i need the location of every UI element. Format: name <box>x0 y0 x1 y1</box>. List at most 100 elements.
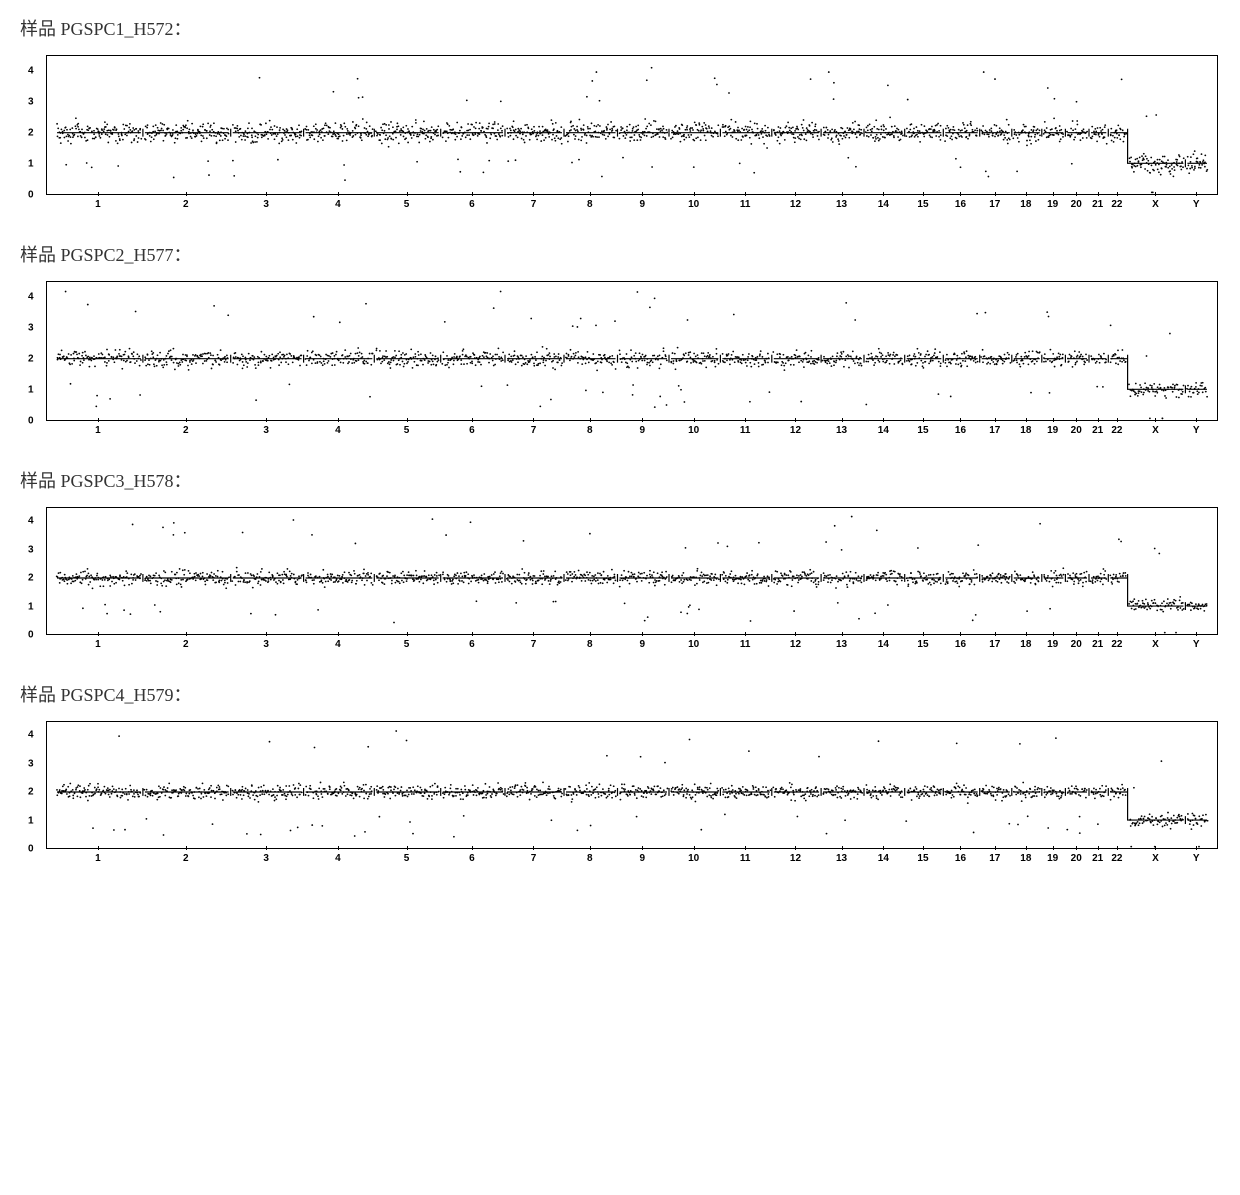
x-tick-label: 9 <box>639 425 645 436</box>
sample-title-prefix: 样品 <box>20 471 61 491</box>
y-tick-label: 2 <box>28 573 34 584</box>
x-tick-mark <box>407 632 408 636</box>
x-tick-mark <box>694 192 695 196</box>
x-tick-label: X <box>1152 425 1159 436</box>
x-tick-mark <box>1196 192 1197 196</box>
x-tick-label: 9 <box>639 199 645 210</box>
x-tick-label: 22 <box>1111 199 1122 210</box>
x-tick-label: 12 <box>790 425 801 436</box>
x-tick-label: 6 <box>469 853 475 864</box>
x-tick-label: 9 <box>639 853 645 864</box>
x-tick-mark <box>1076 846 1077 850</box>
x-tick-label: 21 <box>1092 639 1103 650</box>
x-tick-label: 5 <box>404 199 410 210</box>
x-tick-mark <box>923 192 924 196</box>
x-tick-mark <box>590 846 591 850</box>
x-tick-label: 15 <box>917 425 928 436</box>
x-tick-mark <box>407 418 408 422</box>
x-tick-mark <box>842 418 843 422</box>
x-tick-label: 20 <box>1071 425 1082 436</box>
x-tick-label: 10 <box>688 853 699 864</box>
x-tick-mark <box>694 418 695 422</box>
x-tick-mark <box>960 632 961 636</box>
x-tick-label: 19 <box>1047 199 1058 210</box>
x-tick-mark <box>186 192 187 196</box>
x-tick-mark <box>1117 192 1118 196</box>
y-tick-label: 0 <box>28 190 34 201</box>
x-tick-label: 3 <box>263 639 269 650</box>
x-tick-mark <box>98 418 99 422</box>
x-tick-label: 4 <box>335 425 341 436</box>
x-tick-mark <box>1053 846 1054 850</box>
x-tick-label: 11 <box>740 425 751 436</box>
x-tick-label: X <box>1152 199 1159 210</box>
x-tick-mark <box>694 632 695 636</box>
sample-title-prefix: 样品 <box>20 19 61 39</box>
y-tick-label: 3 <box>28 96 34 107</box>
x-tick-mark <box>1155 632 1156 636</box>
x-tick-mark <box>1026 846 1027 850</box>
x-tick-mark <box>745 192 746 196</box>
y-tick-label: 2 <box>28 353 34 364</box>
x-tick-mark <box>1026 418 1027 422</box>
chart-frame <box>46 55 1218 195</box>
x-tick-mark <box>533 632 534 636</box>
x-tick-label: 20 <box>1071 199 1082 210</box>
x-tick-mark <box>266 632 267 636</box>
x-tick-label: 8 <box>587 199 593 210</box>
x-tick-mark <box>1076 632 1077 636</box>
x-tick-mark <box>590 192 591 196</box>
y-tick-label: 1 <box>28 815 34 826</box>
x-tick-mark <box>407 846 408 850</box>
x-tick-label: 15 <box>917 853 928 864</box>
y-tick-label: 4 <box>28 730 34 741</box>
sample-id: PGSPC3_H578 <box>61 471 174 491</box>
x-tick-mark <box>266 418 267 422</box>
y-axis: 01234 <box>28 507 44 635</box>
y-tick-label: 1 <box>28 158 34 169</box>
x-tick-label: 7 <box>531 199 537 210</box>
y-tick-label: 0 <box>28 844 34 855</box>
x-tick-mark <box>1026 632 1027 636</box>
x-tick-label: 17 <box>989 425 1000 436</box>
x-tick-mark <box>1155 418 1156 422</box>
x-tick-label: 6 <box>469 199 475 210</box>
x-tick-label: 10 <box>688 199 699 210</box>
x-tick-label: 11 <box>740 853 751 864</box>
x-tick-label: 18 <box>1020 853 1031 864</box>
x-tick-label: 5 <box>404 853 410 864</box>
x-tick-mark <box>1098 192 1099 196</box>
x-tick-mark <box>338 846 339 850</box>
x-tick-label: 16 <box>955 639 966 650</box>
x-tick-label: 22 <box>1111 639 1122 650</box>
x-tick-mark <box>795 192 796 196</box>
sample-block: 样品 PGSPC4_H579：0123412345678910111213141… <box>20 681 1220 867</box>
sample-title-suffix: ： <box>174 471 192 491</box>
x-tick-label: 14 <box>878 853 889 864</box>
x-tick-mark <box>1196 632 1197 636</box>
x-tick-mark <box>1026 192 1027 196</box>
x-tick-mark <box>1098 632 1099 636</box>
x-tick-label: 19 <box>1047 425 1058 436</box>
y-axis: 01234 <box>28 55 44 195</box>
y-tick-label: 4 <box>28 65 34 76</box>
x-tick-label: 19 <box>1047 639 1058 650</box>
plot-svg <box>47 282 1217 420</box>
y-tick-label: 0 <box>28 630 34 641</box>
x-tick-mark <box>883 192 884 196</box>
x-tick-label: 18 <box>1020 425 1031 436</box>
sample-title-prefix: 样品 <box>20 685 61 705</box>
x-tick-label: 2 <box>183 425 189 436</box>
y-tick-label: 0 <box>28 416 34 427</box>
x-tick-label: 5 <box>404 425 410 436</box>
x-tick-mark <box>995 192 996 196</box>
x-tick-label: 18 <box>1020 199 1031 210</box>
x-tick-mark <box>642 418 643 422</box>
x-tick-mark <box>1117 632 1118 636</box>
sample-title: 样品 PGSPC3_H578： <box>20 467 1220 493</box>
x-tick-label: 5 <box>404 639 410 650</box>
x-tick-label: 2 <box>183 853 189 864</box>
x-tick-label: 13 <box>836 853 847 864</box>
x-tick-mark <box>995 846 996 850</box>
x-tick-label: 16 <box>955 199 966 210</box>
